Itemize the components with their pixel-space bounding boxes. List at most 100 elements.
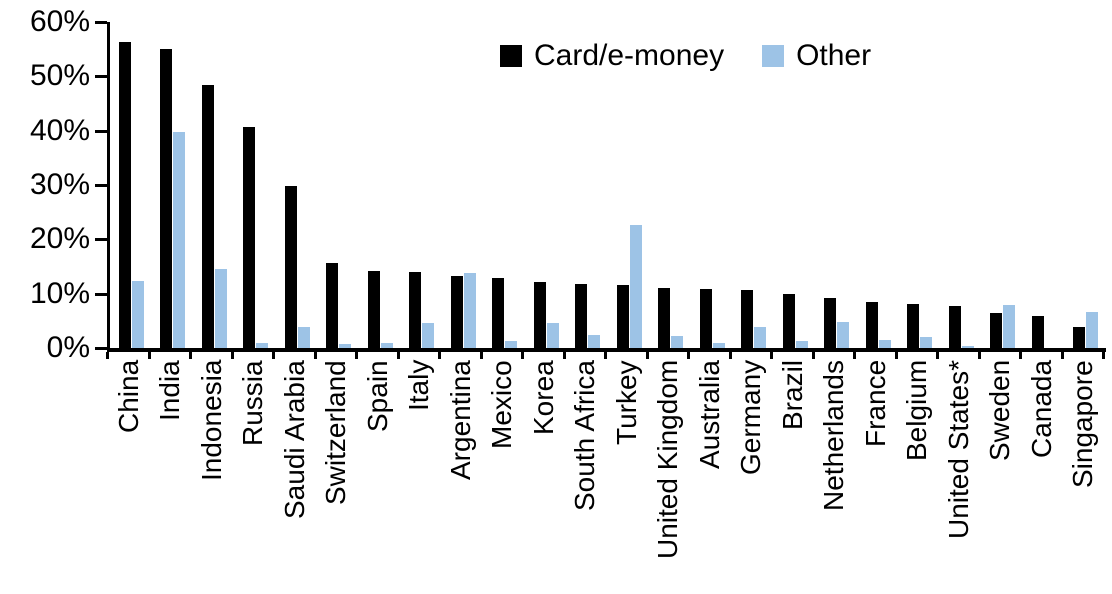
bar-other bbox=[588, 334, 601, 348]
bar-card-e-money bbox=[367, 271, 380, 348]
y-tick-label: 20% bbox=[29, 222, 90, 256]
bar-card-e-money bbox=[782, 294, 795, 348]
bar-card-e-money bbox=[201, 85, 214, 348]
x-axis-label: Belgium bbox=[901, 360, 933, 462]
plot-area bbox=[107, 22, 1106, 352]
bar-other bbox=[131, 280, 144, 348]
x-axis-label: China bbox=[112, 360, 144, 434]
bar-other bbox=[546, 323, 559, 348]
bar-other bbox=[380, 343, 393, 348]
x-axis-label: Switzerland bbox=[320, 360, 352, 505]
x-axis-label: Saudi Arabia bbox=[278, 360, 310, 519]
bar-card-e-money bbox=[1031, 315, 1044, 348]
bar-other bbox=[339, 343, 352, 348]
bar-card-e-money bbox=[741, 290, 754, 348]
bar-card-e-money bbox=[824, 298, 837, 348]
x-tick-mark bbox=[645, 352, 649, 359]
card-e-money-swatch-icon bbox=[500, 45, 522, 67]
bar-card-e-money bbox=[990, 313, 1003, 348]
bar-card-e-money bbox=[118, 42, 131, 348]
bar-card-e-money bbox=[699, 289, 712, 348]
x-axis-label: Turkey bbox=[610, 360, 642, 445]
x-axis-label: Russia bbox=[237, 360, 269, 446]
x-axis-label: Canada bbox=[1025, 360, 1057, 459]
x-axis-label: Singapore bbox=[1067, 360, 1099, 488]
other-swatch-icon bbox=[762, 45, 785, 67]
bar-card-e-money bbox=[243, 127, 256, 348]
legend-item-card-e-money: Card/e-money bbox=[500, 40, 724, 72]
x-tick-mark bbox=[1060, 352, 1064, 359]
y-tick-mark bbox=[95, 75, 107, 79]
x-tick-mark bbox=[562, 352, 566, 359]
x-tick-mark bbox=[355, 352, 358, 359]
y-tick-label: 60% bbox=[29, 5, 90, 38]
bar-other bbox=[837, 321, 850, 348]
x-axis-label: Australia bbox=[693, 360, 725, 469]
x-axis-label: Spain bbox=[361, 360, 393, 432]
bar-other bbox=[214, 269, 227, 348]
x-tick-mark bbox=[479, 352, 483, 359]
bar-card-e-money bbox=[1073, 327, 1086, 348]
x-axis-label: Korea bbox=[527, 360, 559, 435]
x-tick-mark bbox=[811, 352, 815, 359]
y-tick-mark bbox=[95, 292, 107, 296]
x-axis-label: France bbox=[859, 360, 891, 448]
y-tick-mark bbox=[95, 347, 107, 350]
x-axis-label: Indonesia bbox=[195, 360, 227, 482]
x-tick-mark bbox=[106, 352, 109, 359]
bar-other bbox=[712, 342, 725, 348]
x-tick-mark bbox=[147, 352, 151, 359]
bar-other bbox=[256, 342, 269, 348]
x-tick-mark bbox=[853, 352, 856, 359]
y-tick-mark bbox=[95, 129, 107, 133]
x-tick-mark bbox=[313, 352, 317, 359]
bar-card-e-money bbox=[533, 281, 546, 348]
chart-legend: Card/e-money Other bbox=[500, 40, 871, 72]
x-tick-mark bbox=[438, 352, 441, 359]
bar-other bbox=[629, 225, 642, 348]
x-axis-label: United States* bbox=[942, 360, 974, 539]
x-axis-label: Netherlands bbox=[818, 360, 850, 511]
y-tick-mark bbox=[95, 238, 107, 242]
bar-other bbox=[754, 326, 767, 348]
bar-other bbox=[297, 326, 310, 348]
y-tick-label: 50% bbox=[29, 59, 90, 93]
bar-card-e-money bbox=[907, 304, 920, 348]
bar-other bbox=[505, 340, 518, 348]
bar-other bbox=[1086, 312, 1099, 348]
bar-other bbox=[795, 341, 808, 348]
y-tick-label: 30% bbox=[29, 168, 90, 201]
legend-label-other: Other bbox=[796, 39, 872, 72]
y-tick-mark bbox=[95, 21, 107, 24]
bar-other bbox=[1003, 304, 1016, 348]
x-tick-mark bbox=[230, 352, 234, 359]
x-axis-label: Brazil bbox=[776, 360, 808, 431]
legend-item-other: Other bbox=[762, 40, 871, 72]
x-tick-mark bbox=[521, 352, 524, 359]
x-tick-mark bbox=[604, 352, 607, 359]
x-tick-mark bbox=[977, 352, 981, 359]
y-tick-label: 0% bbox=[46, 331, 90, 364]
x-tick-mark bbox=[396, 352, 400, 359]
bar-card-e-money bbox=[865, 301, 878, 348]
x-axis-label: Germany bbox=[735, 360, 767, 476]
x-tick-mark bbox=[770, 352, 773, 359]
x-tick-mark bbox=[1019, 352, 1022, 359]
x-tick-mark bbox=[272, 352, 275, 359]
bar-card-e-money bbox=[616, 284, 629, 348]
bar-other bbox=[671, 335, 684, 348]
bar-card-e-money bbox=[575, 283, 588, 348]
bar-card-e-money bbox=[160, 48, 173, 348]
bar-other bbox=[878, 339, 891, 348]
x-axis-label: Sweden bbox=[984, 360, 1016, 462]
y-tick-label: 40% bbox=[29, 113, 90, 147]
bar-other bbox=[422, 323, 435, 348]
legend-label-card-e-money: Card/e-money bbox=[534, 39, 725, 72]
bar-other bbox=[961, 346, 974, 348]
x-tick-mark bbox=[936, 352, 939, 359]
bar-card-e-money bbox=[658, 288, 671, 348]
bar-card-e-money bbox=[450, 275, 463, 348]
bar-other bbox=[463, 273, 476, 348]
bar-card-e-money bbox=[284, 185, 297, 348]
